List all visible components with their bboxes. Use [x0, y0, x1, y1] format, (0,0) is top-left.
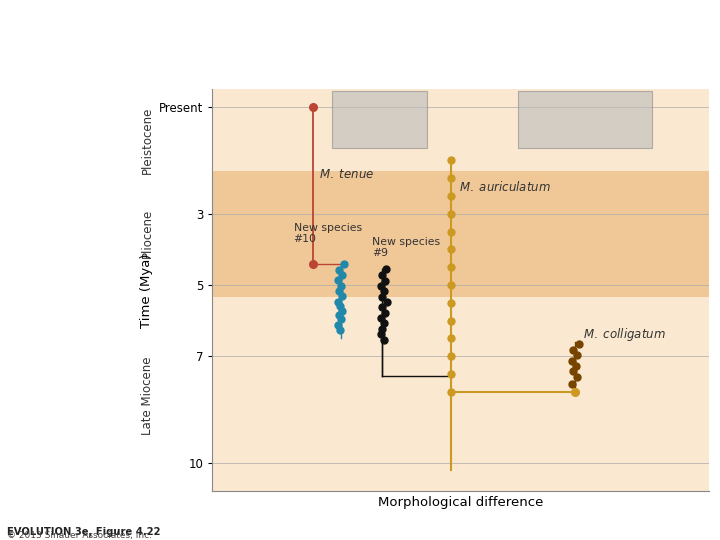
Text: New species
#10: New species #10 [294, 222, 361, 244]
Text: New species
#9: New species #9 [372, 237, 440, 259]
Bar [212, 298, 709, 491]
Bar [212, 171, 709, 298]
Bar [518, 91, 652, 148]
Text: Figure 4.22  Punctuated equilibria: the phylogeny and temporal distribution of a: Figure 4.22 Punctuated equilibria: the p… [9, 16, 588, 29]
Bar [212, 89, 709, 171]
Text: © 2013 Sinauer Associates, Inc.: © 2013 Sinauer Associates, Inc. [7, 531, 152, 540]
Text: ): ) [113, 56, 118, 69]
Text: $M.\ tenue$: $M.\ tenue$ [320, 168, 375, 181]
X-axis label: Morphological difference: Morphological difference [378, 496, 544, 509]
Text: EVOLUTION 3e, Figure 4.22: EVOLUTION 3e, Figure 4.22 [7, 527, 161, 537]
Text: $M.\ auriculatum$: $M.\ auriculatum$ [459, 180, 551, 193]
Text: Pleistocene: Pleistocene [141, 107, 154, 174]
Text: bryozoans (: bryozoans ( [9, 56, 84, 69]
Text: $M.\ colligatum$: $M.\ colligatum$ [583, 326, 666, 343]
Text: Late Miocene: Late Miocene [141, 356, 154, 435]
Bar [332, 91, 428, 148]
Y-axis label: Time (Mya): Time (Mya) [140, 253, 153, 327]
Text: Metrarabdotos: Metrarabdotos [55, 56, 149, 69]
Text: Pliocene: Pliocene [141, 208, 154, 258]
